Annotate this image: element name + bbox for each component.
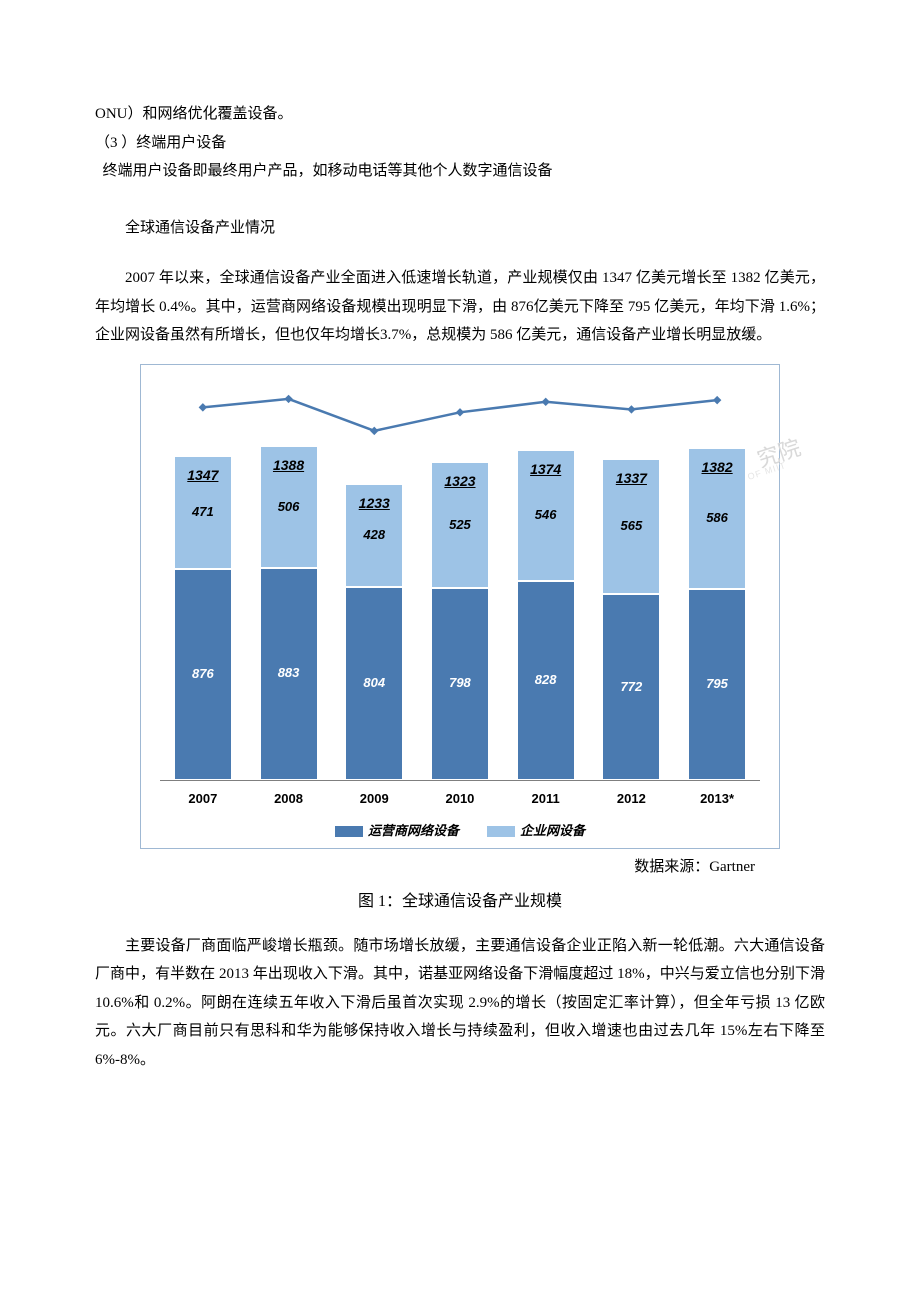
x-axis-label: 2010 — [431, 787, 489, 812]
chart-container: 究院 OF MIIT 13474718761388506883123342880… — [140, 364, 780, 849]
bar-segment-operator: 876 — [174, 569, 232, 779]
bar-column: 1347471876 — [174, 456, 232, 779]
bar-segment-operator: 804 — [345, 587, 403, 780]
bar-segment-operator: 883 — [260, 568, 318, 780]
legend-swatch-operator — [335, 826, 363, 837]
bar-total-label: 1347 — [174, 462, 232, 489]
bar-column: 1388506883 — [260, 446, 318, 779]
x-axis-label: 2013* — [688, 787, 746, 812]
bar-column: 1337565772 — [602, 459, 660, 780]
chart-caption: 图 1：全球通信设备产业规模 — [95, 887, 825, 917]
paragraph-vendors: 主要设备厂商面临严峻增长瓶颈。随市场增长放缓，主要通信设备企业正陷入新一轮低潮。… — [95, 932, 825, 1075]
bar-column: 1323525798 — [431, 462, 489, 780]
legend-item-operator: 运营商网络设备 — [335, 819, 459, 844]
legend-item-enterprise: 企业网设备 — [487, 819, 585, 844]
chart-source: 数据来源：Gartner — [95, 853, 825, 882]
chart-bars: 1347471876 1388506883 1233428804 1323525798… — [160, 371, 760, 780]
body-line-2: （3 ）终端用户设备 — [95, 129, 825, 158]
x-axis-label: 2009 — [345, 787, 403, 812]
x-axis-label: 2011 — [517, 787, 575, 812]
x-axis-label: 2007 — [174, 787, 232, 812]
bar-total-label: 1374 — [517, 456, 575, 483]
bar-total-label: 1337 — [602, 465, 660, 492]
section-title: 全球通信设备产业情况 — [95, 214, 825, 243]
bar-segment-operator: 798 — [431, 588, 489, 780]
bar-segment-operator: 795 — [688, 589, 746, 780]
legend-label-operator: 运营商网络设备 — [368, 823, 459, 838]
bar-total-label: 1233 — [345, 490, 403, 517]
chart-plot-area: 1347471876 1388506883 1233428804 1323525798… — [160, 371, 760, 781]
bar-segment-operator: 772 — [602, 594, 660, 779]
bar-column: 1382586795 — [688, 448, 746, 779]
bar-column: 1233428804 — [345, 484, 403, 780]
chart-x-axis: 2007 2008 2009 2010 2011 2012 2013* — [160, 787, 760, 812]
bar-column: 1374546828 — [517, 450, 575, 780]
x-axis-label: 2012 — [602, 787, 660, 812]
legend-swatch-enterprise — [487, 826, 515, 837]
legend-label-enterprise: 企业网设备 — [520, 823, 585, 838]
bar-total-label: 1323 — [431, 468, 489, 495]
bar-total-label: 1388 — [260, 452, 318, 479]
bar-segment-operator: 828 — [517, 581, 575, 780]
x-axis-label: 2008 — [260, 787, 318, 812]
paragraph-overview: 2007 年以来，全球通信设备产业全面进入低速增长轨道，产业规模仅由 1347 … — [95, 264, 825, 350]
chart-legend: 运营商网络设备 企业网设备 — [141, 819, 779, 844]
bar-total-label: 1382 — [688, 454, 746, 481]
body-line-1: ONU）和网络优化覆盖设备。 — [95, 100, 825, 129]
body-line-3: 终端用户设备即最终用户产品，如移动电话等其他个人数字通信设备 — [95, 157, 825, 186]
